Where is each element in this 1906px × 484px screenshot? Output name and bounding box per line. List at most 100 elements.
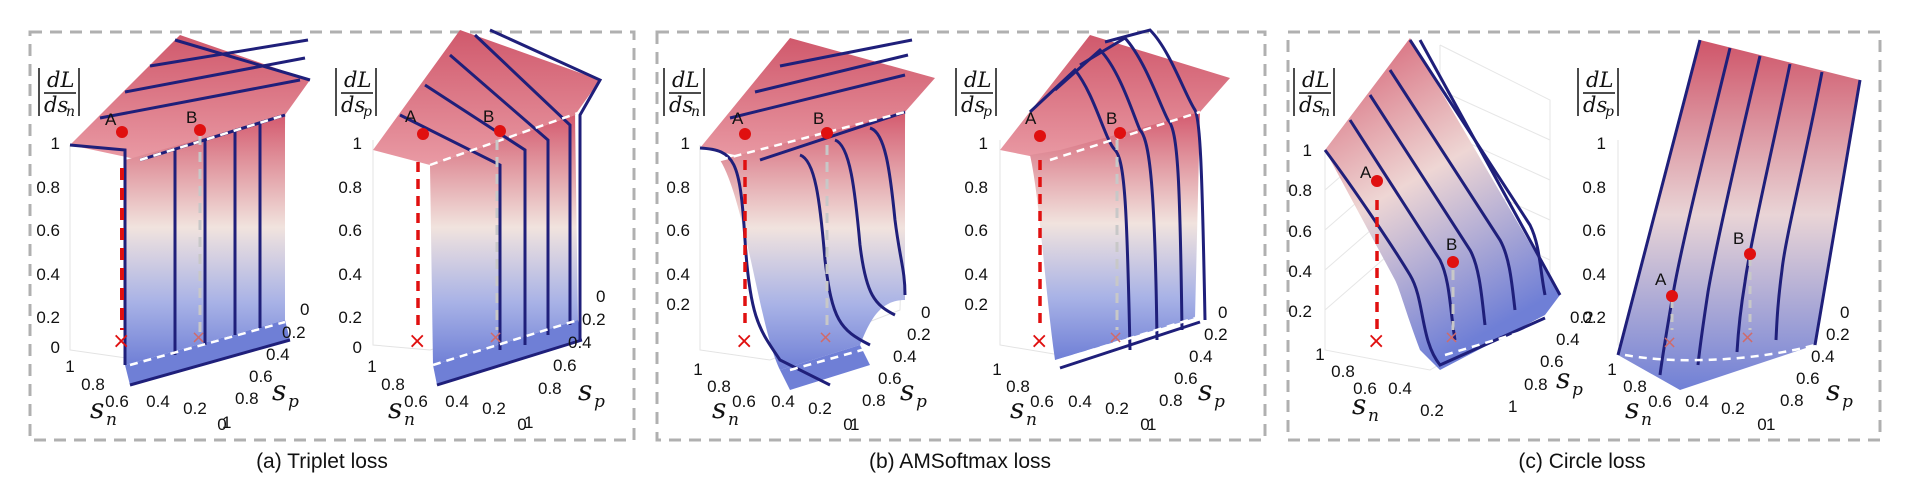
surface-curves (1028, 28, 1207, 370)
svg-text:0.4: 0.4 (1068, 392, 1092, 411)
svg-text:0.8: 0.8 (666, 178, 690, 197)
floor-dashed (1444, 323, 1546, 357)
svg-text:0.6: 0.6 (666, 221, 690, 240)
svg-text:0.2: 0.2 (36, 308, 60, 327)
surface-floor (780, 345, 870, 390)
svg-text:0.4: 0.4 (964, 265, 988, 284)
point-b (1744, 248, 1756, 260)
svg-text:0.4: 0.4 (445, 392, 469, 411)
surface-curves (1616, 39, 1862, 376)
sn-axis-label: s n (712, 392, 739, 430)
svg-text:0.6: 0.6 (338, 221, 362, 240)
svg-text:0.6: 0.6 (553, 356, 577, 375)
point-b-label: B (186, 108, 197, 127)
z-ticks: 1 0.8 0.6 0.4 0.2 (1288, 141, 1312, 321)
svg-text:0.2: 0.2 (1288, 302, 1312, 321)
svg-text:0.8: 0.8 (1524, 375, 1548, 394)
svg-text:dL: dL (344, 68, 371, 92)
svg-text:ds: ds (341, 93, 365, 117)
svg-text:0: 0 (843, 415, 852, 434)
svg-text:n: n (66, 104, 75, 120)
surface-wall (720, 112, 905, 370)
svg-text:1: 1 (992, 360, 1001, 379)
sp-axis-label: s p (1198, 374, 1225, 412)
point-a (116, 126, 128, 138)
y-axis-label: dL ds p (335, 68, 377, 120)
cross-b: × (488, 327, 503, 348)
svg-text:0.8: 0.8 (338, 178, 362, 197)
svg-text:1: 1 (1766, 415, 1775, 434)
svg-text:0.8: 0.8 (81, 375, 105, 394)
ridge-dashed (429, 111, 579, 167)
svg-text:0.8: 0.8 (1623, 377, 1647, 396)
y-axis-label: dL ds n (38, 68, 80, 120)
svg-text:1: 1 (1315, 345, 1324, 364)
caption-circle: (c) Circle loss (1518, 450, 1645, 473)
sn-ticks: 1 0.8 0.6 0.4 0.2 0 (65, 357, 226, 434)
plot-circle-dsn: × × A B 1 0.8 0.6 0.4 0.2 1 0.8 0.6 0.4 … (1288, 38, 1594, 426)
svg-text:ds: ds (1583, 93, 1607, 117)
svg-text:0.8: 0.8 (381, 375, 405, 394)
svg-text:0.8: 0.8 (1331, 362, 1355, 381)
cross-b: × (1108, 327, 1123, 348)
floor-dashed (1059, 316, 1196, 362)
cross-b: × (1740, 327, 1755, 348)
svg-text:0.6: 0.6 (249, 367, 273, 386)
surface-top (700, 38, 935, 160)
svg-text:0.2: 0.2 (1826, 325, 1850, 344)
svg-text:0: 0 (353, 338, 362, 357)
svg-text:dL: dL (672, 68, 699, 92)
point-a-label: A (1360, 163, 1372, 182)
svg-text:n: n (404, 410, 415, 430)
point-b (821, 127, 833, 139)
point-b (494, 125, 506, 137)
svg-text:1: 1 (1508, 397, 1517, 416)
svg-text:0: 0 (300, 300, 309, 319)
svg-text:1: 1 (222, 413, 231, 432)
cross-a: × (112, 329, 130, 354)
svg-text:1: 1 (1147, 415, 1156, 434)
svg-text:n: n (691, 104, 700, 120)
sn-ticks: 1 0.8 0.6 0.4 0.2 0 (1607, 360, 1766, 434)
point-a-label: A (105, 110, 117, 129)
svg-text:0.6: 0.6 (878, 369, 902, 388)
svg-text:0.2: 0.2 (666, 295, 690, 314)
svg-text:s: s (1625, 392, 1639, 425)
svg-text:0.8: 0.8 (538, 379, 562, 398)
sn-axis-label: s n (1625, 392, 1652, 430)
svg-text:dL: dL (1302, 68, 1329, 92)
point-b (194, 124, 206, 136)
group-frame-amsoftmax (655, 30, 1267, 442)
svg-text:1: 1 (51, 134, 60, 153)
svg-text:0.6: 0.6 (404, 392, 428, 411)
y-axis-label: dL ds p (1577, 68, 1619, 120)
surface-curves (399, 28, 603, 387)
point-a (739, 128, 751, 140)
svg-text:p: p (1842, 392, 1853, 412)
cross-a: × (408, 329, 426, 354)
point-b (1114, 127, 1126, 139)
z-ticks: 1 0.8 0.6 0.4 0.2 (1582, 134, 1606, 327)
cross-a: × (1030, 329, 1048, 354)
svg-text:0.6: 0.6 (1030, 392, 1054, 411)
svg-text:0.2: 0.2 (183, 399, 207, 418)
svg-text:s: s (1352, 388, 1366, 421)
floor-dashed (789, 343, 881, 372)
svg-text:0.6: 0.6 (36, 221, 60, 240)
sn-ticks: 1 0.8 0.6 0.4 0.2 0 (367, 357, 526, 434)
svg-text:0.8: 0.8 (36, 178, 60, 197)
sp-ticks: 0.2 0.4 0.6 0.8 1 (1508, 308, 1594, 416)
svg-text:s: s (578, 374, 592, 407)
point-a-label: A (732, 109, 744, 128)
svg-text:0.8: 0.8 (1006, 377, 1030, 396)
sp-axis-label: s p (578, 374, 605, 412)
point-a (1666, 290, 1678, 302)
y-axis-label: dL ds n (663, 68, 705, 120)
surface-curves (699, 38, 913, 387)
svg-text:0.6: 0.6 (732, 392, 756, 411)
svg-text:0.2: 0.2 (964, 295, 988, 314)
svg-text:1: 1 (681, 134, 690, 153)
svg-text:1: 1 (65, 357, 74, 376)
surface-top (70, 35, 310, 160)
svg-text:0.8: 0.8 (707, 377, 731, 396)
